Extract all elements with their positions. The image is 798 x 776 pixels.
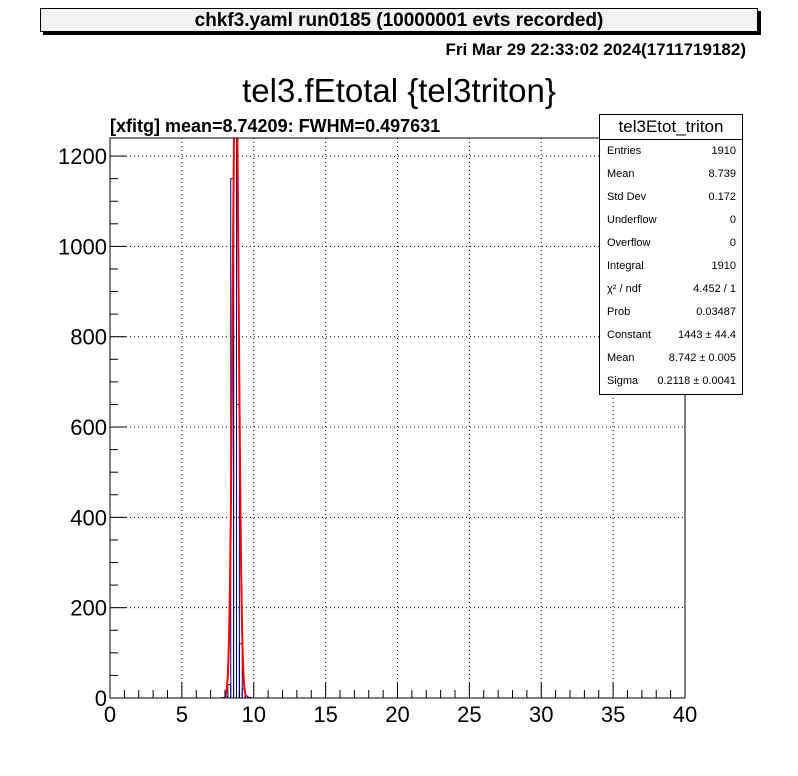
x-tick-label: 10: [242, 702, 266, 727]
histogram-bar: [238, 643, 243, 698]
stats-key: Underflow: [607, 214, 657, 226]
plot-title: tel3.fEtotal {tel3triton}: [242, 72, 556, 109]
stats-key: Mean: [607, 168, 635, 180]
x-tick-label: 30: [529, 702, 553, 727]
histogram-group: [221, 138, 252, 698]
y-tick-label: 200: [70, 596, 107, 621]
x-tick-label: 20: [385, 702, 409, 727]
fit-curve: [224, 138, 248, 698]
stats-value: 1910: [711, 260, 736, 272]
stats-key: Integral: [607, 260, 644, 272]
stats-key: χ² / ndf: [607, 283, 641, 295]
stats-key: Entries: [607, 145, 642, 157]
stats-key: Std Dev: [607, 191, 647, 203]
y-tick-label: 800: [70, 325, 107, 350]
stats-row: Prob 0.03487: [607, 306, 736, 322]
y-tick-label: 1000: [58, 234, 107, 259]
y-tick-label: 600: [70, 415, 107, 440]
stats-value: 0.03487: [696, 306, 736, 318]
stats-row: Integral 1910: [607, 260, 736, 276]
x-tick-label: 25: [457, 702, 481, 727]
y-tick-label: 400: [70, 505, 107, 530]
stats-value: 4.452 / 1: [693, 283, 736, 295]
stats-row: Std Dev 0.172: [607, 191, 736, 207]
x-tick-label: 5: [176, 702, 188, 727]
stats-key: Overflow: [607, 237, 651, 249]
stats-key: Sigma: [607, 375, 639, 387]
stats-row: Entries 1910: [607, 145, 736, 161]
stats-value: 1443 ± 44.4: [677, 329, 736, 341]
x-tick-label: 15: [313, 702, 337, 727]
run-banner-text: chkf3.yaml run0185 (10000001 evts record…: [194, 10, 604, 31]
stats-box: tel3Etot_triton Entries 1910 Mean 8.739 St…: [599, 114, 743, 395]
stats-value: 8.742 ± 0.005: [668, 352, 736, 364]
stats-value: 0.2118 ± 0.0041: [657, 375, 736, 387]
y-tick-label: 1200: [58, 144, 107, 169]
stats-row: Underflow 0: [607, 214, 736, 230]
x-tick-label: 35: [601, 702, 625, 727]
stats-value: 0: [729, 214, 736, 226]
histogram-bar: [236, 403, 240, 698]
histogram-bar: [233, 138, 237, 698]
fit-result-text: [xfitg] mean=8.74209: FWHM=0.497631: [110, 116, 441, 136]
stats-box-title: tel3Etot_triton: [600, 115, 742, 140]
stats-row: Mean 8.739: [607, 168, 736, 184]
stats-row: Mean 8.742 ± 0.005: [607, 352, 736, 368]
stats-value: 1910: [711, 145, 736, 157]
run-banner: chkf3.yaml run0185 (10000001 evts record…: [40, 8, 758, 32]
stats-value: 0: [729, 237, 736, 249]
datestamp: Fri Mar 29 22:33:02 2024(1711719182): [445, 40, 746, 59]
stats-row: Sigma 0.2118 ± 0.0041: [607, 375, 736, 391]
y-tick-label: 0: [95, 686, 107, 711]
stats-row: Constant 1443 ± 44.4: [607, 329, 736, 345]
x-tick-label: 0: [104, 702, 116, 727]
stats-key: Constant: [607, 329, 652, 341]
stats-key: Prob: [607, 306, 631, 318]
stats-row: Overflow 0: [607, 237, 736, 253]
x-tick-label: 40: [673, 702, 697, 727]
stats-value: 0.172: [708, 191, 736, 203]
stats-value: 8.739: [708, 168, 736, 180]
stats-key: Mean: [607, 352, 635, 364]
stats-row: χ² / ndf 4.452 / 1: [607, 283, 736, 299]
